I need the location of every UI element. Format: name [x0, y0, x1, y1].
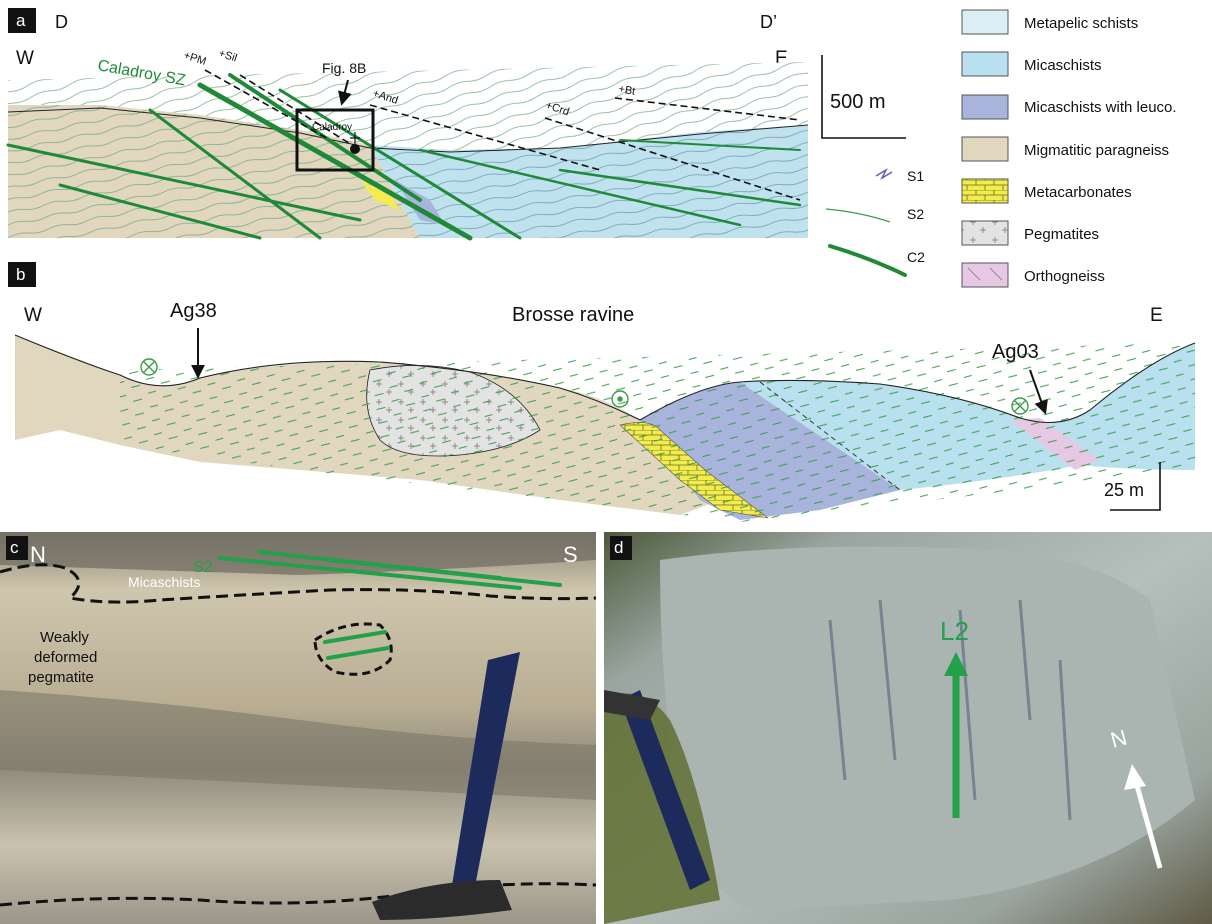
sample-arrow-ag03	[1029, 369, 1048, 415]
legend-swatch-metapelic	[961, 9, 1009, 35]
pegmatite-label-3: pegmatite	[28, 669, 94, 686]
micaschist-enclave	[313, 622, 393, 676]
unit-label-c: Micaschists	[128, 574, 200, 590]
isograd-lines	[204, 69, 801, 201]
legend-label-paragneiss: Migmatitic paragneiss	[1024, 142, 1169, 159]
hammer-head	[372, 880, 512, 920]
s1-label: S1	[907, 168, 924, 184]
micaschists-area	[370, 125, 808, 238]
north-arrow-head	[1124, 764, 1146, 790]
panel-b-badge	[8, 262, 36, 287]
north-label-d: N	[1108, 725, 1130, 753]
fold-axis-out-of-page	[611, 390, 629, 408]
lineation-label: L2	[940, 616, 969, 646]
panel-b-letter: b	[16, 265, 25, 284]
outcrop-slab	[660, 546, 1195, 910]
west-label-b: W	[24, 305, 42, 326]
isograd-bt: +Bt	[617, 83, 636, 98]
c2-label: C2	[907, 249, 925, 265]
panel-c-letter: c	[10, 538, 19, 557]
panel-d: L2 N d	[604, 532, 1212, 924]
figure-8b-box	[295, 108, 375, 172]
hammer-d	[620, 690, 710, 890]
sample-label-ag03: Ag03	[992, 341, 1039, 363]
scale-bar-b	[1110, 462, 1161, 511]
legend-swatch-leuco	[961, 94, 1009, 120]
panel-a-letter: a	[16, 11, 26, 30]
topography-a	[7, 107, 809, 153]
sample-label-ag38: Ag38	[170, 300, 217, 322]
s1-symbol	[875, 168, 893, 180]
pegmatite-label-1: Weakly	[40, 629, 89, 646]
s2-label: S2	[907, 206, 924, 222]
carbonate-lens	[360, 180, 400, 210]
legend-swatch-paragneiss	[961, 136, 1009, 162]
foliation-label-c: S2	[193, 559, 213, 576]
legend: Metapelic schists Micaschists Micaschist…	[961, 9, 1177, 288]
b-green-foliation	[120, 343, 1195, 522]
panel-a: a D D’ W E Cal	[6, 8, 925, 277]
lineation-arrow-head	[944, 652, 968, 676]
panel-b: b W E Brosse ravine Ag38 Ag03	[8, 262, 1196, 522]
legend-label-pegmatites: Pegmatites	[1024, 226, 1099, 243]
b-contact-dashed	[759, 381, 901, 491]
south-label-c: S	[563, 542, 578, 567]
s2-symbol	[825, 208, 891, 223]
panel-d-letter: d	[614, 538, 623, 557]
fold-axis-into-page-west	[140, 358, 158, 376]
panel-c-badge	[6, 536, 28, 560]
legend-label-leuco: Micaschists with leuco.	[1024, 99, 1177, 116]
legend-label-micaschists: Micaschists	[1024, 57, 1102, 74]
legend-label-metacarbonates: Metacarbonates	[1024, 184, 1132, 201]
scale-bar-a	[821, 55, 906, 139]
legend-swatch-metacarbonates	[961, 178, 1009, 204]
locality-marker	[350, 144, 360, 154]
west-label-a: W	[16, 48, 34, 69]
hammer-handle	[450, 652, 520, 902]
north-arrow-shaft	[1133, 781, 1163, 869]
s2-traces-c	[218, 550, 562, 660]
figure-reference-label: Fig. 8B	[322, 60, 366, 76]
contact-upper	[0, 563, 597, 604]
ravine-label: Brosse ravine	[512, 304, 634, 326]
panel-a-badge	[8, 8, 36, 33]
panel-c: c N S S2 Micaschists Weakly deformed peg…	[0, 532, 597, 924]
east-label-b: E	[1150, 305, 1163, 326]
section-end-label: D’	[760, 12, 777, 32]
panel-d-badge	[610, 536, 632, 560]
metapelic-schists-area	[8, 62, 808, 150]
pegmatite-label-2: deformed	[34, 649, 97, 666]
section-start-label: D	[55, 12, 68, 32]
north-label-c: N	[30, 542, 46, 567]
scale-label-b: 25 m	[1104, 480, 1144, 500]
legend-swatch-micaschists	[961, 51, 1009, 77]
isograd-sil: +Sil	[217, 47, 238, 64]
legend-label-metapelic: Metapelic schists	[1024, 15, 1138, 32]
legend-swatch-pegmatites	[961, 220, 1009, 246]
legend-label-orthogneiss: Orthogneiss	[1024, 268, 1105, 285]
b-topography	[14, 334, 1196, 423]
locality-label: Caladroy	[312, 122, 352, 133]
lineation-streaks	[828, 599, 1072, 821]
c2-symbol	[828, 244, 907, 277]
figure-reference-arrow	[338, 79, 352, 106]
isograd-pm: +PM	[182, 49, 208, 68]
scale-label-a: 500 m	[830, 91, 886, 113]
paragneiss-area	[8, 105, 420, 238]
fold-axis-into-page-east	[1011, 397, 1029, 415]
legend-swatch-orthogneiss	[961, 262, 1009, 288]
contact-lower	[0, 882, 597, 907]
